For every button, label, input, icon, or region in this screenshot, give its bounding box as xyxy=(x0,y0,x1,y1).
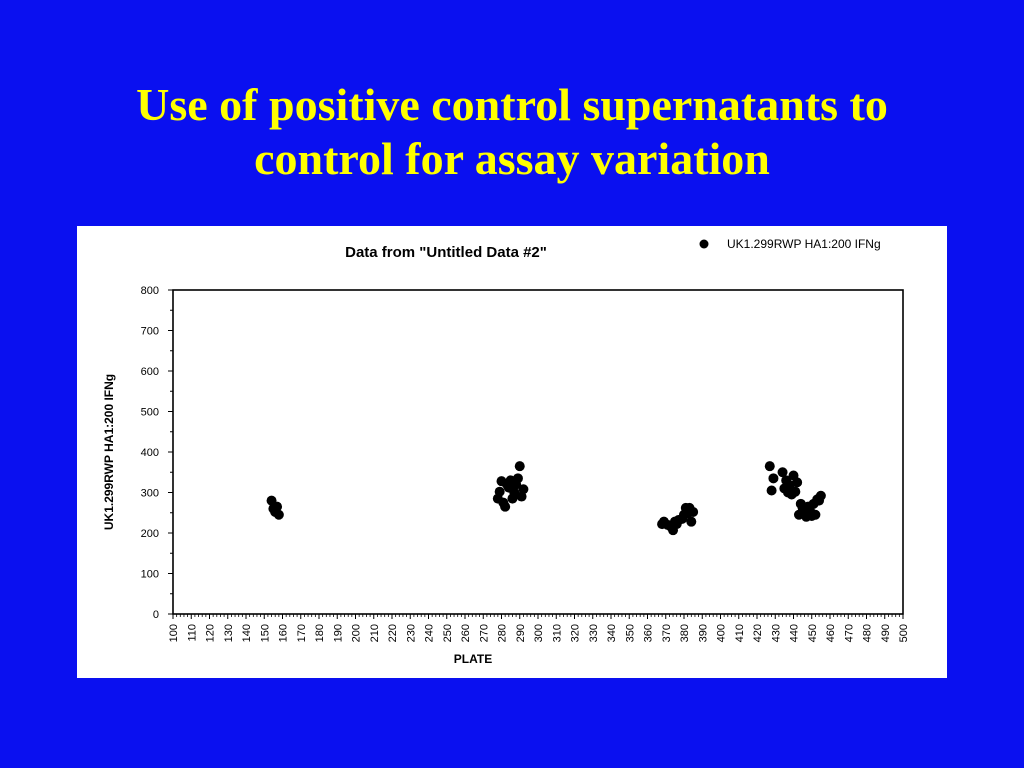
data-point xyxy=(768,473,779,484)
y-tick-label: 300 xyxy=(141,488,159,500)
legend-marker xyxy=(699,239,709,249)
x-tick-label: 300 xyxy=(533,624,545,642)
data-point xyxy=(518,484,529,495)
x-tick-label: 220 xyxy=(387,624,399,642)
x-tick-label: 130 xyxy=(223,624,235,642)
data-point xyxy=(272,501,283,512)
data-point xyxy=(494,486,505,497)
x-tick-label: 280 xyxy=(497,624,509,642)
y-tick-label: 400 xyxy=(141,447,159,459)
x-tick-label: 420 xyxy=(752,624,764,642)
x-tick-label: 490 xyxy=(880,624,892,642)
data-point xyxy=(792,477,803,488)
x-tick-label: 470 xyxy=(843,624,855,642)
x-tick-label: 140 xyxy=(241,624,253,642)
x-tick-label: 260 xyxy=(460,624,472,642)
chart-title: Data from "Untitled Data #2" xyxy=(345,244,547,261)
y-tick-label: 600 xyxy=(141,366,159,378)
data-point xyxy=(512,473,523,484)
data-point xyxy=(810,509,821,520)
y-axis: 0 100 200 300 400 500 600 700 800 xyxy=(141,285,173,621)
x-tick-label: 170 xyxy=(296,624,308,642)
x-tick-label: 330 xyxy=(588,624,600,642)
data-point xyxy=(514,461,525,472)
x-axis: 100 110 120 130 140 150 160 170 180 190 200 210 220 2… xyxy=(168,614,910,642)
chart-panel: Data from "Untitled Data #2" UK1.299RWP … xyxy=(77,226,947,678)
x-tick-label: 430 xyxy=(770,624,782,642)
y-tick-label: 700 xyxy=(141,326,159,338)
chart-legend: UK1.299RWP HA1:200 IFNg xyxy=(699,237,881,251)
x-axis-label: PLATE xyxy=(454,652,492,666)
x-tick-label: 240 xyxy=(424,624,436,642)
x-tick-label: 160 xyxy=(278,624,290,642)
x-tick-label: 150 xyxy=(259,624,271,642)
x-tick-label: 480 xyxy=(862,624,874,642)
slide-title: Use of positive control supernatants to … xyxy=(0,78,1024,186)
x-tick-label: 210 xyxy=(369,624,381,642)
x-tick-label: 440 xyxy=(789,624,801,642)
x-tick-label: 250 xyxy=(442,624,454,642)
data-points xyxy=(266,461,826,536)
data-point xyxy=(688,506,699,517)
x-tick-label: 270 xyxy=(478,624,490,642)
data-point xyxy=(790,486,801,497)
x-tick-label: 410 xyxy=(734,624,746,642)
data-point xyxy=(500,501,511,512)
data-point xyxy=(273,509,284,520)
x-tick-label: 380 xyxy=(679,624,691,642)
x-tick-label: 100 xyxy=(168,624,180,642)
x-tick-label: 390 xyxy=(697,624,709,642)
data-point xyxy=(766,485,777,496)
y-tick-label: 200 xyxy=(141,528,159,540)
x-tick-label: 450 xyxy=(807,624,819,642)
x-tick-label: 460 xyxy=(825,624,837,642)
x-tick-label: 500 xyxy=(898,624,910,642)
x-tick-label: 360 xyxy=(643,624,655,642)
data-point xyxy=(509,487,520,498)
x-tick-label: 400 xyxy=(716,624,728,642)
y-tick-label: 500 xyxy=(141,407,159,419)
data-point xyxy=(686,516,697,527)
y-tick-label: 0 xyxy=(153,609,159,621)
x-tick-label: 180 xyxy=(314,624,326,642)
data-point xyxy=(815,490,826,501)
x-tick-label: 200 xyxy=(351,624,363,642)
y-axis-label: UK1.299RWP HA1:200 IFNg xyxy=(102,374,116,530)
x-tick-label: 230 xyxy=(405,624,417,642)
legend-label: UK1.299RWP HA1:200 IFNg xyxy=(727,237,881,251)
x-tick-label: 320 xyxy=(570,624,582,642)
plot-area xyxy=(172,289,904,615)
x-tick-label: 190 xyxy=(332,624,344,642)
slide-title-line-2: control for assay variation xyxy=(254,133,770,184)
x-tick-label: 110 xyxy=(186,624,198,642)
x-tick-label: 310 xyxy=(551,624,563,642)
data-point xyxy=(764,461,775,472)
data-point xyxy=(777,467,788,478)
x-tick-label: 120 xyxy=(205,624,217,642)
scatter-chart: Data from "Untitled Data #2" UK1.299RWP … xyxy=(102,237,910,666)
x-tick-label: 290 xyxy=(515,624,527,642)
x-tick-label: 340 xyxy=(606,624,618,642)
y-tick-label: 800 xyxy=(141,285,159,297)
x-tick-label: 370 xyxy=(661,624,673,642)
slide-title-line-1: Use of positive control supernatants to xyxy=(136,79,888,130)
y-tick-label: 100 xyxy=(141,569,159,581)
x-tick-label: 350 xyxy=(624,624,636,642)
